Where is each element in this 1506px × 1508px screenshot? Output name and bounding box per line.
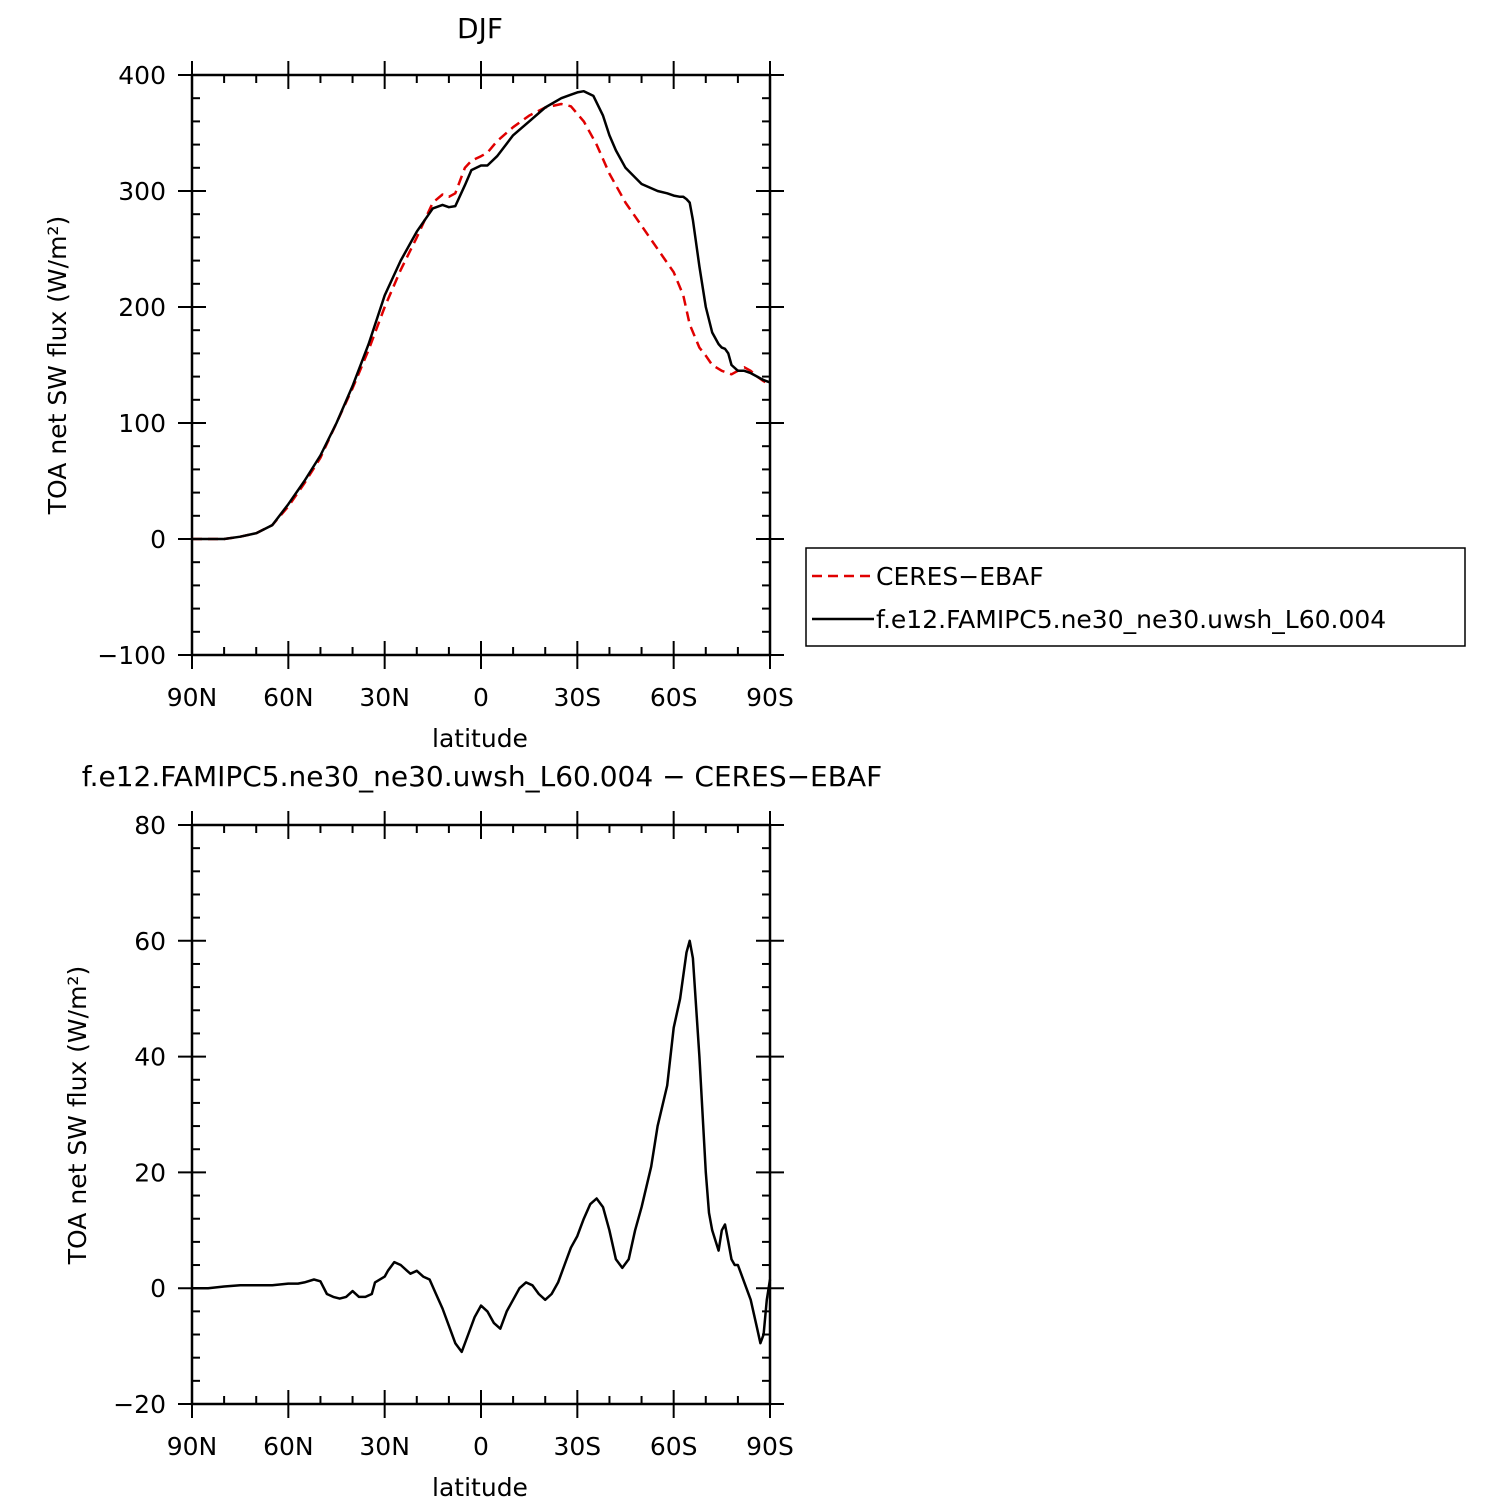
- bottom-plot-frame: [190, 823, 772, 1406]
- y-tick-label: 0: [150, 1274, 166, 1303]
- x-tick-label: 30N: [359, 1432, 410, 1461]
- top-y-axis-label: TOA net SW flux (W/m²): [43, 216, 72, 515]
- legend-box: [805, 547, 1466, 647]
- x-tick-label: 0: [473, 1432, 489, 1461]
- bottom-y-axis-label: TOA net SW flux (W/m²): [63, 966, 92, 1265]
- y-tick-label: 80: [134, 811, 166, 840]
- x-tick-label: 60N: [263, 1432, 314, 1461]
- bottom-series-line-0: [192, 939, 772, 1354]
- top-axis-ticks: [178, 61, 784, 669]
- top-series-group: [192, 89, 771, 541]
- y-tick-label: 60: [134, 927, 166, 956]
- legend-label-ceres: CERES−EBAF: [876, 562, 1044, 591]
- top-plot-frame: [190, 73, 772, 657]
- y-tick-label: 0: [150, 525, 166, 554]
- bottom-series-group: [192, 939, 772, 1354]
- bottom-y-tick-labels: −20 0 20 40 60 80: [113, 811, 166, 1419]
- bottom-axis-ticks: [178, 811, 784, 1418]
- x-tick-label: 90S: [746, 683, 794, 712]
- top-series-line-1: [192, 89, 771, 541]
- x-tick-label: 90N: [167, 683, 218, 712]
- x-tick-label: 30N: [359, 683, 410, 712]
- bottom-x-axis-label: latitude: [432, 1473, 528, 1502]
- y-tick-label: −100: [97, 641, 166, 670]
- x-tick-label: 60N: [263, 683, 314, 712]
- bottom-x-tick-labels: 90N 60N 30N 0 30S 60S 90S: [167, 1432, 794, 1461]
- top-series-line-0: [192, 102, 771, 541]
- top-y-tick-labels: −100 0 100 200 300 400: [97, 61, 166, 670]
- x-tick-label: 90S: [746, 1432, 794, 1461]
- y-tick-label: 40: [134, 1043, 166, 1072]
- x-tick-label: 30S: [553, 1432, 601, 1461]
- top-title: DJF: [457, 12, 503, 45]
- y-tick-label: 20: [134, 1158, 166, 1187]
- top-x-axis-label: latitude: [432, 724, 528, 753]
- x-tick-label: 90N: [167, 1432, 218, 1461]
- x-tick-label: 60S: [650, 1432, 698, 1461]
- bottom-title: f.e12.FAMIPC5.ne30_ne30.uwsh_L60.004 − C…: [82, 760, 882, 793]
- x-tick-label: 30S: [553, 683, 601, 712]
- legend-label-model: f.e12.FAMIPC5.ne30_ne30.uwsh_L60.004: [876, 605, 1386, 634]
- y-tick-label: 200: [118, 293, 166, 322]
- y-tick-label: −20: [113, 1390, 166, 1419]
- y-tick-label: 100: [118, 409, 166, 438]
- legend: CERES−EBAF f.e12.FAMIPC5.ne30_ne30.uwsh_…: [805, 547, 1466, 647]
- bottom-panel: f.e12.FAMIPC5.ne30_ne30.uwsh_L60.004 − C…: [63, 760, 882, 1502]
- x-tick-label: 0: [473, 683, 489, 712]
- top-x-tick-labels: 90N 60N 30N 0 30S 60S 90S: [167, 683, 794, 712]
- x-tick-label: 60S: [650, 683, 698, 712]
- y-tick-label: 300: [118, 177, 166, 206]
- y-tick-label: 400: [118, 61, 166, 90]
